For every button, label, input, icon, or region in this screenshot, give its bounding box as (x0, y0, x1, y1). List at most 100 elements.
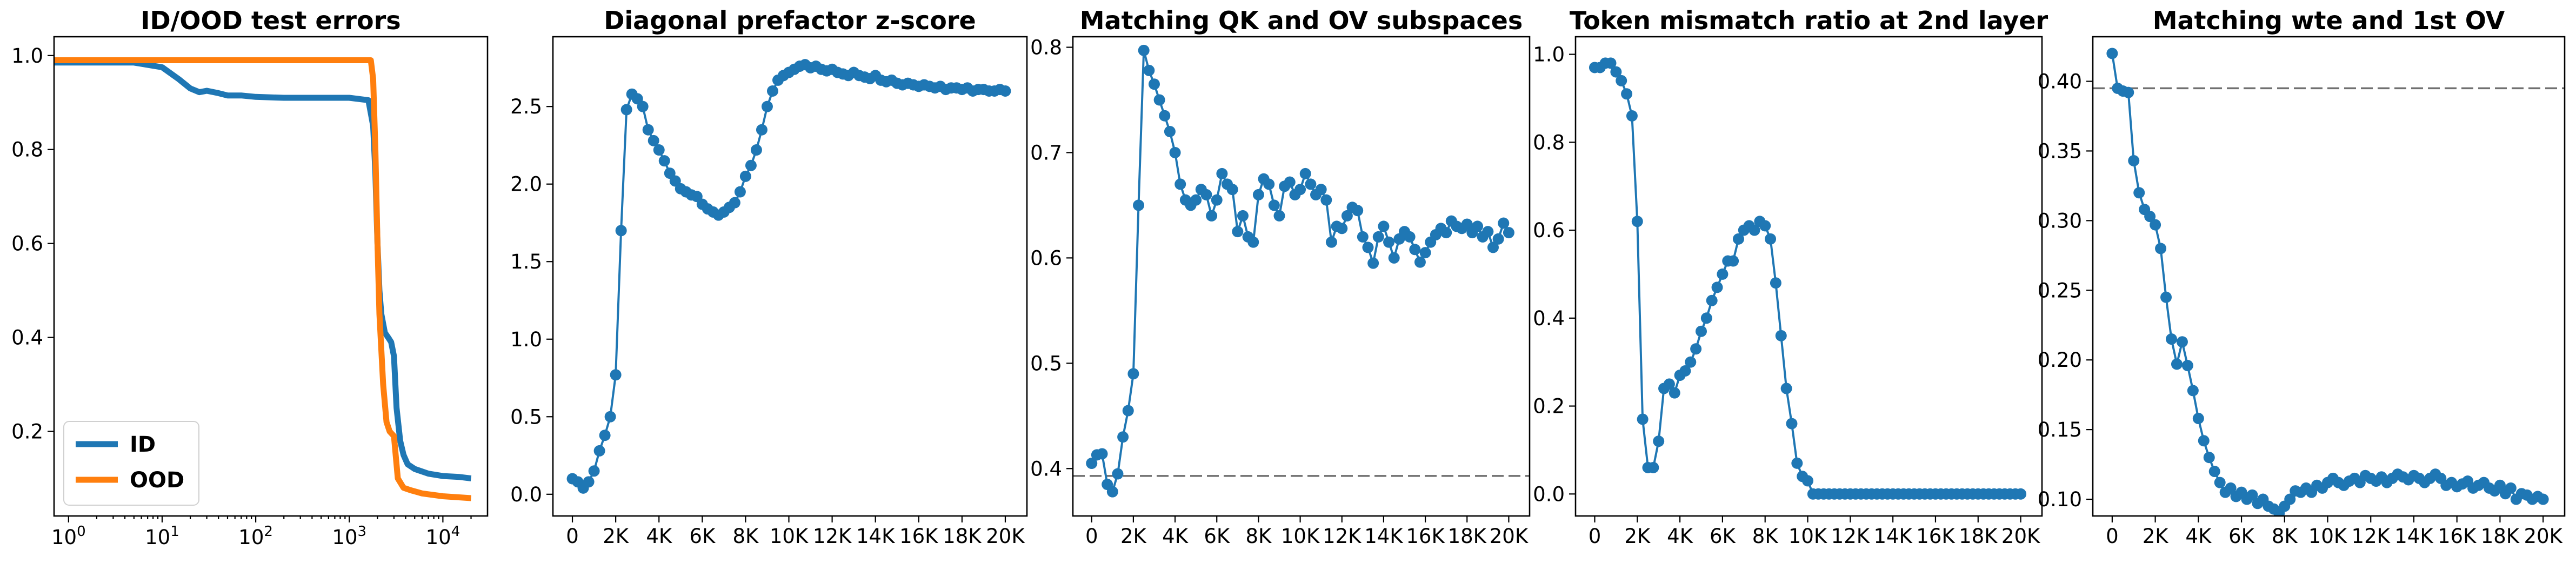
data-point (1268, 199, 1280, 211)
data-point (2106, 48, 2118, 59)
data-point (766, 85, 778, 97)
data-point (1138, 44, 1150, 56)
series-group (54, 57, 472, 501)
data-point (599, 430, 611, 441)
x-tick-label: 2K (1624, 525, 1651, 548)
x-tick-label: 0 (1589, 525, 1601, 548)
data-point (1653, 435, 1665, 447)
data-point (648, 135, 659, 146)
x-tick-label: 104 (426, 524, 461, 549)
x-tick-label: 12K (1831, 525, 1871, 548)
x-tick-exponent: 2 (264, 524, 273, 540)
data-point (1404, 231, 1416, 243)
data-point (1791, 457, 1803, 469)
data-point (2128, 155, 2140, 166)
data-point (1086, 458, 1098, 470)
data-point (1174, 178, 1186, 190)
x-tick-label: 20K (986, 525, 1025, 548)
data-point (1237, 210, 1249, 222)
plot-frame (2092, 36, 2566, 517)
data-point (1765, 233, 1777, 245)
data-point (1133, 199, 1145, 211)
data-point (1169, 146, 1181, 158)
data-point (1492, 233, 1504, 245)
x-tick-label: 100 (51, 524, 86, 549)
data-point (1206, 210, 1218, 222)
x-tick-label: 6K (1204, 525, 1231, 548)
data-point (1357, 231, 1369, 243)
x-tick-label: 18K (943, 525, 982, 548)
data-point (1727, 255, 1739, 267)
data-point (1461, 218, 1473, 230)
x-tick-label: 16K (899, 525, 939, 548)
y-tick-label: 1.5 (510, 250, 542, 273)
data-point (1637, 413, 1649, 425)
panel-4: Token mismatch ratio at 2nd layer 0 2K 4K 6K… (1533, 6, 2048, 548)
data-point (2192, 413, 2204, 425)
y-tick-label: 0.4 (1533, 307, 1565, 330)
legend: ID OOD (63, 421, 199, 506)
data-point (604, 411, 616, 423)
data-point (2150, 219, 2161, 231)
data-point (2203, 452, 2215, 464)
data-point (2144, 211, 2156, 223)
data-point (1605, 57, 1617, 69)
data-point (1414, 256, 1426, 268)
data-point (637, 100, 649, 112)
data-point (729, 197, 740, 209)
x-tick-base: 10 (238, 526, 264, 549)
x-tick-label: 2K (1120, 525, 1147, 548)
y-tick-label: 0.4 (11, 326, 43, 350)
data-point (2155, 243, 2167, 254)
data-point (2133, 187, 2145, 199)
data-point (1700, 312, 1712, 324)
y-tick-label: 2.5 (510, 95, 542, 118)
data-point (2246, 489, 2258, 501)
data-point (1096, 448, 1108, 460)
data-point (1164, 125, 1176, 137)
y-tick-label: 0.35 (2038, 139, 2082, 163)
data-point (1759, 220, 1771, 232)
y-tick-label: 0.7 (1030, 141, 1062, 164)
data-point (1775, 330, 1787, 341)
data-point (1127, 368, 1139, 380)
data-point (1325, 236, 1337, 248)
data-point (2166, 333, 2177, 345)
x-tick-label: 12K (2352, 525, 2391, 548)
data-point (1695, 325, 1707, 337)
data-point (1122, 405, 1134, 417)
x-tick-label: 4K (1667, 525, 1694, 548)
x-tick-label: 6K (2228, 525, 2255, 548)
x-tick-base: 10 (332, 526, 357, 549)
data-point (1247, 236, 1259, 248)
x-tick-exponent: 3 (358, 524, 367, 540)
x-tick-label: 10K (2308, 525, 2348, 548)
plot-frame (1072, 36, 1531, 517)
y-tick-label: 0.40 (2038, 70, 2082, 93)
data-point (1336, 223, 1348, 234)
data-point (756, 124, 768, 136)
panel-2: Diagonal prefactor z-score 0 2K 4K 6K 8K 10K 12… (510, 6, 1028, 548)
y-tick-label: 2.0 (510, 173, 542, 196)
data-point (1299, 167, 1311, 179)
y-tick-label: 0.6 (1030, 246, 1062, 270)
data-point (2176, 336, 2188, 348)
data-point (1263, 178, 1275, 190)
data-point (610, 369, 622, 381)
series-group (2106, 48, 2549, 516)
data-point (1770, 277, 1781, 289)
legend-label: OOD (130, 468, 184, 493)
x-tick-label: 20K (2524, 525, 2563, 548)
y-tick-label: 0.6 (11, 232, 43, 256)
data-point (642, 124, 654, 136)
chart-title: Matching QK and OV subspaces (1080, 6, 1523, 35)
x-tick-label: 14K (856, 525, 896, 548)
data-point (2015, 488, 2027, 500)
x-tick-label: 8K (1245, 525, 1272, 548)
series-group (566, 59, 1011, 494)
x-tick-label: 14K (1364, 525, 1404, 548)
data-point (1679, 365, 1691, 377)
y-tick-label: 0.2 (1533, 395, 1565, 418)
y-tick-label: 0.30 (2038, 209, 2082, 232)
